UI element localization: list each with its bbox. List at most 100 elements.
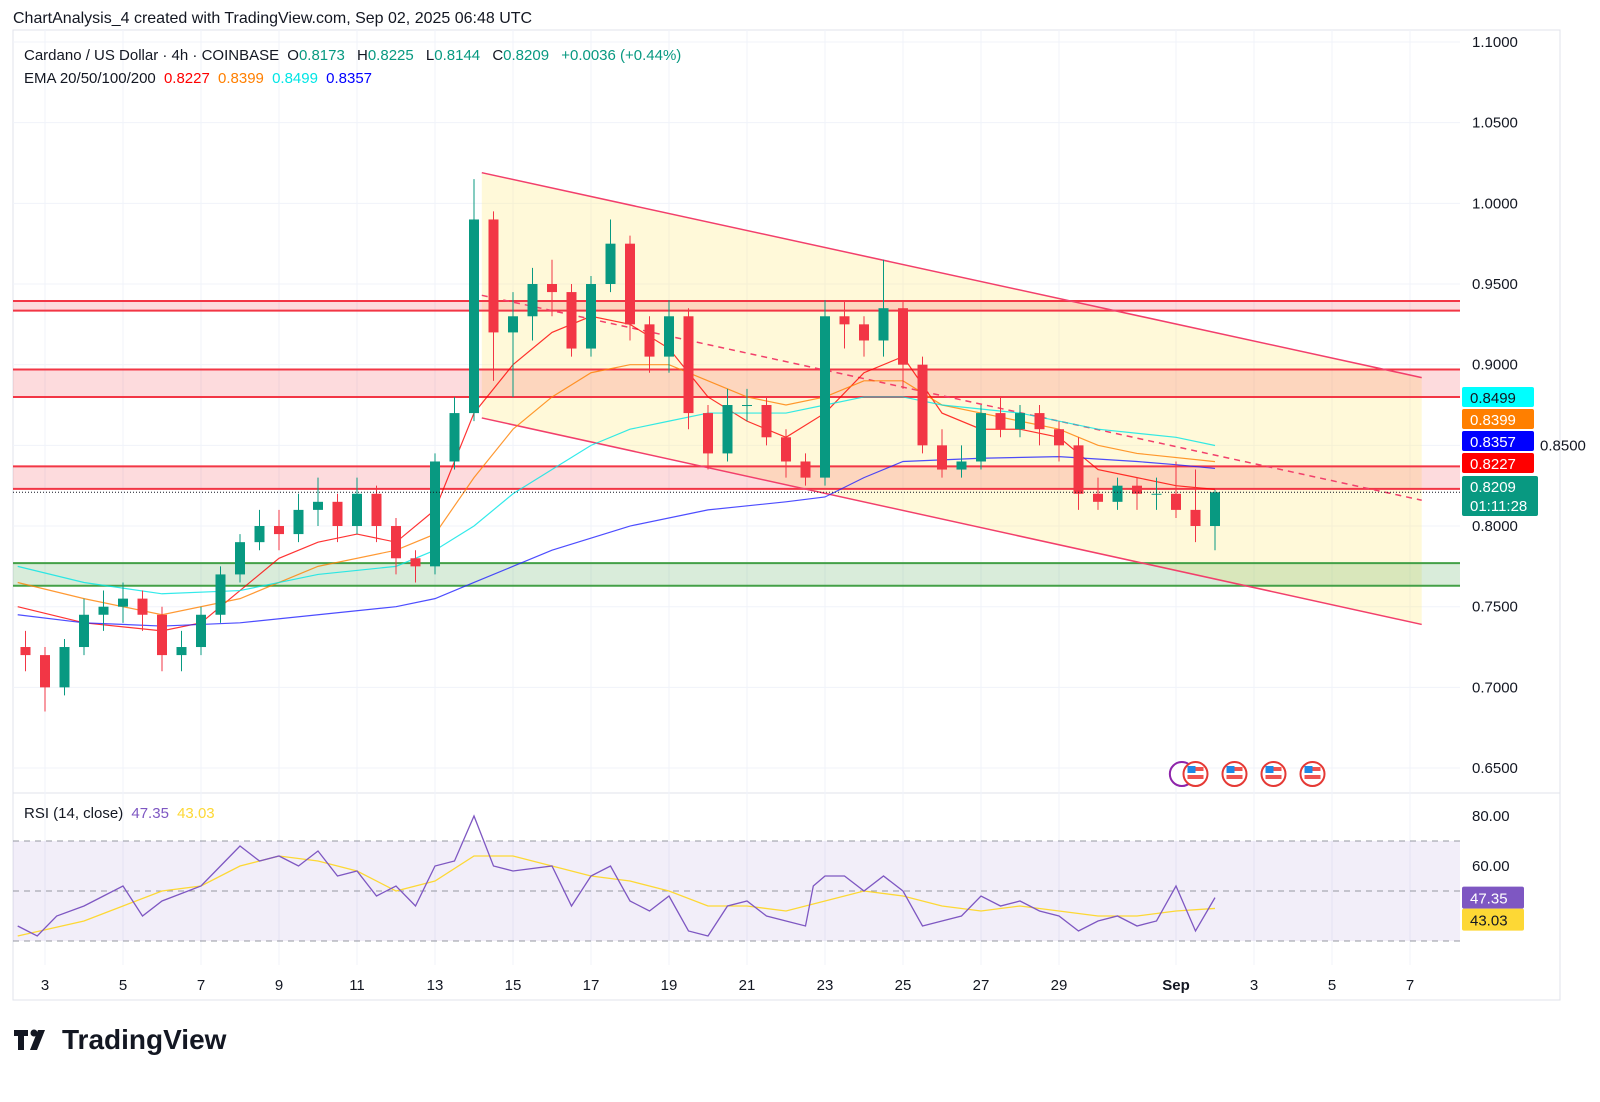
bar-countdown: 01:11:28 — [1470, 498, 1527, 515]
candle-body — [157, 614, 167, 656]
price-tick-label: 1.1000 — [1472, 34, 1518, 51]
candle-body — [1190, 509, 1201, 527]
price-tick-label: 0.9000 — [1472, 357, 1518, 374]
ema20-value: 0.8227 — [163, 70, 210, 87]
candle-body — [625, 243, 635, 325]
candle-body — [469, 219, 479, 414]
us-flag-event-icon[interactable] — [1182, 761, 1209, 787]
price-label-text: 0.8209 — [1470, 479, 1516, 496]
close-number: 0.8209 — [503, 47, 550, 64]
candle-body — [508, 316, 518, 333]
symbol-name: Cardano / US Dollar · 4h · COINBASE — [24, 47, 280, 64]
time-tick-label: 13 — [427, 977, 444, 994]
low-label: L — [425, 47, 435, 64]
support-zone — [13, 563, 1460, 586]
time-tick-label: 29 — [1051, 977, 1068, 994]
candle-body — [839, 316, 850, 325]
rsi-tick-label: 60.00 — [1472, 858, 1510, 875]
candle-body — [488, 219, 499, 333]
flag-canton — [1226, 766, 1235, 773]
flag-stripe — [1187, 775, 1204, 779]
candle-body — [196, 614, 206, 648]
ema-legend: EMA 20/50/100/200 0.8227 0.8399 0.8499 0… — [24, 70, 376, 87]
price-label-badge — [1462, 453, 1534, 473]
candle-body — [79, 614, 89, 648]
close-label: C — [492, 47, 504, 64]
flag-stripe — [1226, 775, 1243, 779]
rsi-legend: RSI (14, close) 47.35 43.03 — [24, 805, 219, 822]
candle-body — [742, 405, 752, 407]
price-tick-label: 0.8000 — [1472, 518, 1518, 535]
price-tick-label: 1.0500 — [1472, 115, 1518, 132]
time-tick-label: 9 — [275, 977, 283, 994]
time-tick-label: 17 — [583, 977, 600, 994]
channel-upper-line[interactable] — [481, 171, 1422, 379]
candle-body — [683, 316, 694, 414]
rsi-tick-label: 80.00 — [1472, 808, 1510, 825]
candle-body — [1210, 492, 1220, 527]
ema100-value: 0.8499 — [272, 70, 318, 87]
price-label-badge — [1462, 431, 1534, 451]
time-tick-label: 23 — [817, 977, 834, 994]
time-tick-label: 21 — [739, 977, 756, 994]
candle-body — [98, 606, 109, 615]
time-tick-label: 7 — [197, 977, 205, 994]
candle-body — [332, 501, 343, 527]
high-label: H — [357, 47, 368, 64]
time-tick-label: 15 — [505, 977, 522, 994]
flag-canton — [1304, 766, 1313, 773]
price-label-text: 0.8399 — [1470, 412, 1516, 429]
time-tick-label: 5 — [119, 977, 127, 994]
candle-body — [976, 413, 986, 462]
time-tick-label: 3 — [1250, 977, 1258, 994]
ema100-line — [17, 396, 1216, 595]
time-tick-label: 25 — [895, 977, 912, 994]
us-flag-event-icon[interactable] — [1299, 761, 1326, 787]
candle-body — [586, 284, 596, 349]
tradingview-logo-icon — [14, 1029, 45, 1050]
rsi-label: RSI (14, close) — [24, 805, 124, 822]
candle-body — [40, 655, 50, 688]
rsi-ma-badge — [1462, 908, 1524, 931]
candle-body — [761, 405, 772, 438]
candle-body — [1151, 493, 1162, 495]
candle-body — [1132, 485, 1142, 494]
rsi-ma-line — [17, 855, 1216, 937]
time-tick-label: Sep — [1162, 977, 1190, 994]
ema50-value: 0.8399 — [218, 70, 264, 87]
open-value: O0.8173 — [287, 47, 349, 64]
candle-body — [781, 437, 791, 462]
candle-body — [937, 445, 947, 470]
candle-body — [391, 526, 401, 559]
low-value: L0.8144 — [426, 47, 484, 64]
candle-body — [59, 647, 70, 688]
candle-body — [995, 413, 1006, 430]
time-tick-label: 11 — [349, 977, 365, 994]
candle-body — [956, 461, 967, 470]
price-tick-label: 0.9500 — [1472, 276, 1518, 293]
candle-body — [1112, 485, 1123, 502]
candle-body — [800, 461, 811, 478]
flag-stripe — [1304, 775, 1321, 779]
us-flag-event-icon[interactable] — [1260, 761, 1287, 787]
time-tick-label: 7 — [1406, 977, 1414, 994]
rsi-ma-value: 43.03 — [177, 805, 215, 822]
candle-body — [371, 493, 382, 527]
candle-body — [1034, 413, 1045, 430]
candle-body — [449, 413, 460, 462]
candle-body — [352, 493, 362, 527]
us-flag-event-icon[interactable] — [1221, 761, 1248, 787]
candle-body — [1015, 413, 1025, 430]
price-label-text: 0.8227 — [1470, 456, 1516, 473]
ema-label: EMA 20/50/100/200 — [24, 70, 156, 87]
candle-body — [1171, 493, 1181, 510]
resistance-zone — [13, 300, 1460, 311]
channel-lower-line[interactable] — [481, 417, 1422, 626]
ema200-line — [17, 456, 1216, 627]
candle-body — [820, 316, 830, 478]
candle-body — [703, 413, 713, 454]
candle-body — [235, 542, 245, 575]
rsi-value: 47.35 — [131, 805, 169, 822]
candle-body — [1073, 445, 1084, 494]
